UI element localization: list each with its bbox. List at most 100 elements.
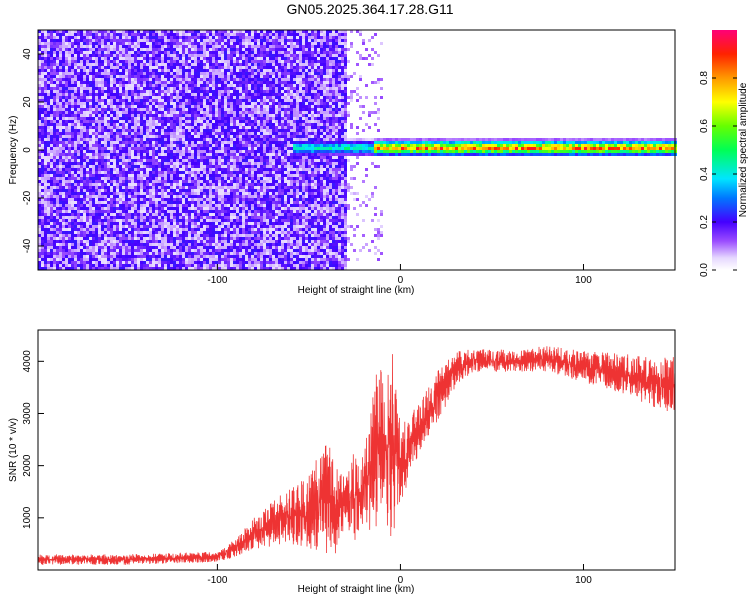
heatmap-cell: [74, 249, 77, 252]
heatmap-cell: [104, 150, 107, 153]
heatmap-cell: [173, 54, 176, 57]
heatmap-cell: [98, 261, 101, 264]
heatmap-cell: [116, 189, 119, 192]
heatmap-cell: [149, 60, 152, 63]
heatmap-cell: [152, 63, 155, 66]
heatmap-cell: [122, 153, 125, 156]
heatmap-cell: [200, 144, 203, 147]
heatmap-cell: [131, 87, 134, 90]
heatmap-cell: [185, 150, 188, 153]
heatmap-cell: [86, 105, 89, 108]
heatmap-cell: [137, 264, 140, 267]
heatmap-cell: [125, 39, 128, 42]
heatmap-cell: [188, 66, 191, 69]
heatmap-cell: [62, 108, 65, 111]
heatmap-cell: [92, 246, 95, 249]
heatmap-cell: [143, 204, 146, 207]
heatmap-cell: [104, 204, 107, 207]
heatmap-cell: [137, 165, 140, 168]
heatmap-cell: [68, 81, 71, 84]
heatmap-cell: [83, 45, 86, 48]
heatmap-cell: [146, 114, 149, 117]
heatmap-cell: [62, 81, 65, 84]
heatmap-cell: [143, 207, 146, 210]
heatmap-cell: [119, 192, 122, 195]
heatmap-cell: [128, 156, 131, 159]
heatmap-cell: [137, 258, 140, 261]
heatmap-cell: [98, 234, 101, 237]
heatmap-cell: [221, 267, 224, 270]
heatmap-cell: [80, 150, 83, 153]
heatmap-cell: [191, 129, 194, 132]
heatmap-cell: [107, 51, 110, 54]
heatmap-cell: [101, 51, 104, 54]
heatmap-cell: [218, 228, 221, 231]
heatmap-cell: [41, 72, 44, 75]
heatmap-cell: [158, 165, 161, 168]
heatmap-cell: [38, 51, 41, 54]
heatmap-cell: [68, 72, 71, 75]
heatmap-cell: [62, 228, 65, 231]
heatmap-cell: [71, 144, 74, 147]
heatmap-cell: [134, 243, 137, 246]
heatmap-cell: [53, 162, 56, 165]
heatmap-cell: [209, 195, 212, 198]
heatmap-cell: [116, 63, 119, 66]
heatmap-cell: [107, 75, 110, 78]
heatmap-cell: [113, 225, 116, 228]
heatmap-cell: [191, 201, 194, 204]
heatmap-cell: [197, 135, 200, 138]
heatmap-cell: [203, 249, 206, 252]
heatmap-cell: [56, 168, 59, 171]
heatmap-cell: [41, 90, 44, 93]
heatmap-cell: [125, 129, 128, 132]
heatmap-cell: [179, 216, 182, 219]
heatmap-cell: [65, 51, 68, 54]
heatmap-cell: [188, 189, 191, 192]
heatmap-cell: [185, 168, 188, 171]
heatmap-cell: [44, 126, 47, 129]
heatmap-cell: [116, 147, 119, 150]
heatmap-cell: [77, 255, 80, 258]
heatmap-cell: [206, 69, 209, 72]
heatmap-cell: [110, 210, 113, 213]
heatmap-cell: [179, 45, 182, 48]
heatmap-cell: [65, 126, 68, 129]
heatmap-cell: [38, 96, 41, 99]
heatmap-cell: [116, 78, 119, 81]
heatmap-cell: [212, 120, 215, 123]
heatmap-cell: [218, 225, 221, 228]
heatmap-cell: [80, 69, 83, 72]
heatmap-cell: [143, 135, 146, 138]
heatmap-cell: [65, 108, 68, 111]
heatmap-cell: [212, 63, 215, 66]
heatmap-cell: [167, 189, 170, 192]
heatmap-cell: [164, 219, 167, 222]
heatmap-cell: [74, 39, 77, 42]
heatmap-cell: [173, 165, 176, 168]
heatmap-cell: [83, 57, 86, 60]
heatmap-cell: [101, 255, 104, 258]
heatmap-cell: [59, 219, 62, 222]
heatmap-cell: [155, 141, 158, 144]
heatmap-cell: [113, 126, 116, 129]
heatmap-cell: [170, 174, 173, 177]
heatmap-cell: [161, 48, 164, 51]
heatmap-cell: [209, 216, 212, 219]
heatmap-cell: [170, 129, 173, 132]
heatmap-cell: [44, 120, 47, 123]
heatmap-cell: [224, 123, 227, 126]
heatmap-cell: [53, 60, 56, 63]
heatmap-cell: [110, 87, 113, 90]
heatmap-cell: [170, 177, 173, 180]
heatmap-cell: [194, 183, 197, 186]
heatmap-cell: [170, 75, 173, 78]
heatmap-cell: [92, 201, 95, 204]
heatmap-cell: [197, 246, 200, 249]
heatmap-cell: [167, 111, 170, 114]
heatmap-cell: [38, 102, 41, 105]
heatmap-cell: [38, 204, 41, 207]
heatmap-cell: [77, 201, 80, 204]
heatmap-cell: [146, 123, 149, 126]
heatmap-cell: [47, 45, 50, 48]
